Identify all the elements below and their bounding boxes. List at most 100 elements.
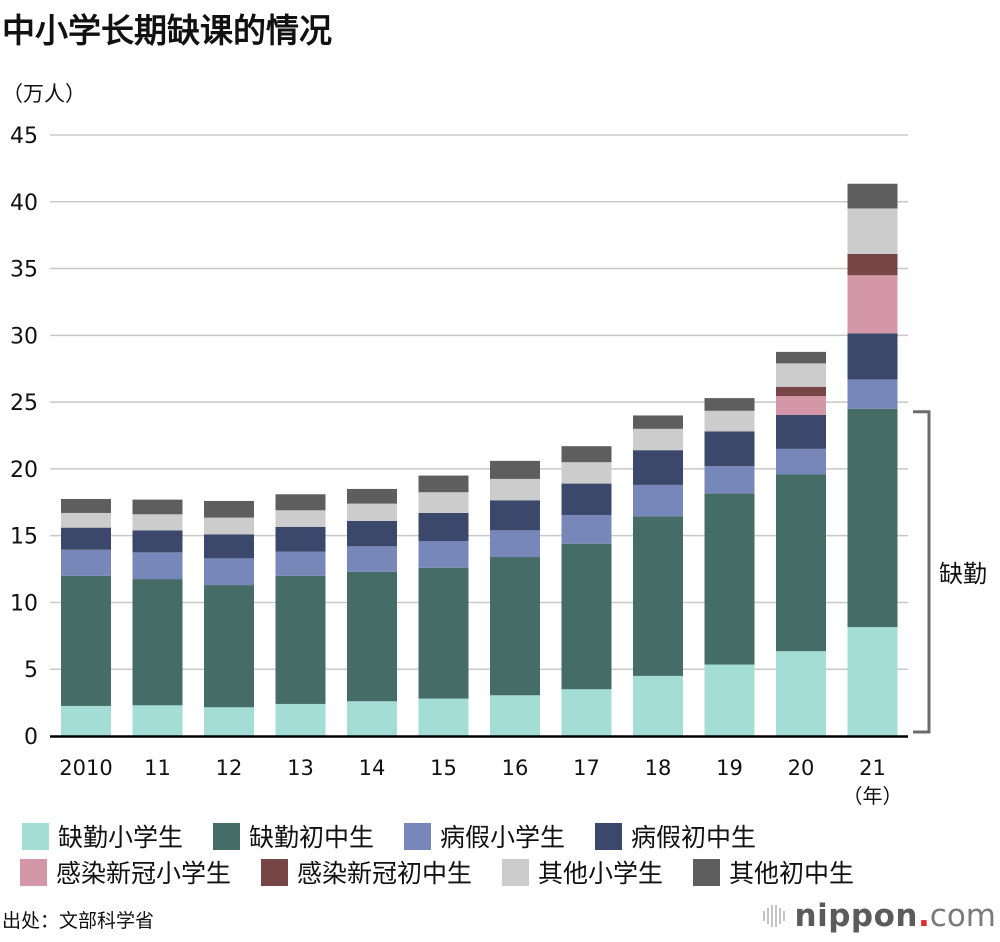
- bar-segment: [561, 689, 612, 736]
- y-tick-label: 35: [10, 258, 38, 283]
- bar-stack-15: [418, 475, 469, 736]
- bracket-line: [913, 410, 931, 734]
- y-tick-label: 30: [10, 324, 38, 349]
- legend-label: 感染新冠小学生: [56, 859, 232, 888]
- x-tick-label: 14: [359, 756, 386, 780]
- bar-segment: [204, 558, 254, 586]
- brand-dot: .: [918, 898, 930, 934]
- legend-item: 感染新冠小学生: [20, 854, 231, 890]
- bar-segment: [633, 516, 683, 676]
- y-axis-ticks: 0 5 10 15 20 25 30 35 40 45: [10, 124, 38, 750]
- x-tick-label: 17: [573, 756, 600, 780]
- brand-bars-icon: [762, 905, 787, 927]
- bar-segment: [776, 474, 826, 652]
- legend-label: 其他小学生: [538, 859, 664, 888]
- bar-segment: [561, 446, 612, 463]
- bar-segment: [847, 208, 898, 254]
- bar-segment: [847, 275, 898, 334]
- legend-swatch: [404, 822, 432, 850]
- legend-row-1: 缺勤小学生 缺勤初中生 病假小学生 病假初中生: [22, 818, 1000, 854]
- bar-segment: [347, 503, 397, 521]
- bar-segment: [132, 705, 183, 736]
- bar-segment: [132, 552, 183, 580]
- bar-segment: [704, 466, 755, 494]
- bar-segment: [61, 549, 111, 576]
- bar-segment: [347, 520, 397, 547]
- bar-segment: [704, 664, 755, 736]
- legend-item: 其他初中生: [693, 854, 854, 890]
- legend-label: 感染新冠初中生: [297, 859, 473, 888]
- x-tick-label: 19: [716, 756, 743, 780]
- x-tick-label: 18: [645, 756, 672, 780]
- bar-stack-12: [204, 500, 254, 736]
- bar-segment: [418, 475, 469, 493]
- legend-swatch: [595, 822, 623, 850]
- legend-swatch: [261, 858, 289, 886]
- bar-segment: [776, 386, 826, 397]
- bar-segment: [633, 415, 683, 429]
- bar-segment: [347, 488, 397, 504]
- bar-segment: [204, 707, 254, 736]
- y-tick-label: 10: [10, 591, 38, 616]
- y-tick-label: 15: [10, 525, 38, 550]
- bar-segment: [61, 498, 111, 513]
- y-axis-unit-label: （万人）: [2, 82, 86, 106]
- bar-stack-2010: [61, 498, 111, 736]
- bar-stack-14: [347, 488, 397, 736]
- legend-item: 缺勤初中生: [213, 818, 374, 854]
- x-tick-label: 16: [502, 756, 529, 780]
- bar-segment: [633, 484, 683, 517]
- x-axis-label: （年）: [843, 784, 903, 808]
- bar-segment: [490, 500, 540, 531]
- bar-segment: [132, 579, 183, 706]
- gridlines: [50, 134, 908, 670]
- bar-segment: [275, 526, 326, 552]
- bar-segment: [776, 396, 826, 415]
- brand-logo: nippon. com: [762, 898, 996, 934]
- bar-segment: [776, 414, 826, 449]
- bar-stack-16: [490, 460, 540, 736]
- x-tick-label: 13: [287, 756, 314, 780]
- bar-segment: [704, 493, 755, 665]
- bar-segment: [561, 462, 612, 484]
- y-tick-label: 20: [10, 458, 38, 483]
- legend-row-2: 感染新冠小学生 感染新冠初中生 其他小学生 其他初中生: [20, 854, 1000, 890]
- stacked-bar-chart: 0 5 10 15 20 25 30 35 40 45 2010 11 12 13 14 15 16 17 18 1…: [10, 124, 987, 808]
- bar-segment: [776, 363, 826, 387]
- bar-segment: [561, 543, 612, 690]
- x-tick-label: 11: [144, 756, 171, 780]
- legend-swatch: [693, 858, 721, 886]
- x-tick-label: 2010: [59, 756, 112, 780]
- bar-segment: [633, 675, 683, 736]
- bar-segment: [418, 567, 469, 699]
- legend-label: 缺勤小学生: [58, 823, 184, 852]
- x-tick-label: 15: [430, 756, 457, 780]
- brand-tld: com: [929, 898, 996, 934]
- bar-segment: [847, 333, 898, 380]
- y-tick-label: 25: [10, 391, 38, 416]
- bar-segment: [132, 530, 183, 553]
- bar-segment: [776, 651, 826, 736]
- source-note: 出处：文部科学省: [2, 910, 155, 932]
- bar-segment: [633, 428, 683, 451]
- bar-segment: [275, 703, 326, 736]
- bar-segment: [490, 557, 540, 696]
- bar-segment: [275, 510, 326, 527]
- bar-segment: [490, 478, 540, 501]
- bar-segment: [275, 494, 326, 511]
- bar-segment: [132, 499, 183, 515]
- bar-segment: [847, 627, 898, 736]
- bar-segment: [561, 483, 612, 515]
- bar-segment: [418, 541, 469, 568]
- bar-segment: [490, 530, 540, 558]
- bar-segment: [275, 575, 326, 704]
- bar-segment: [847, 408, 898, 628]
- bar-stack-20: [776, 351, 826, 736]
- bar-segment: [61, 575, 111, 706]
- legend-item: 感染新冠初中生: [261, 854, 472, 890]
- annotation-bracket: 缺勤: [913, 410, 987, 734]
- bar-segment: [418, 698, 469, 736]
- bar-segment: [61, 512, 111, 528]
- x-tick-label: 20: [788, 756, 815, 780]
- legend-label: 其他初中生: [729, 859, 855, 888]
